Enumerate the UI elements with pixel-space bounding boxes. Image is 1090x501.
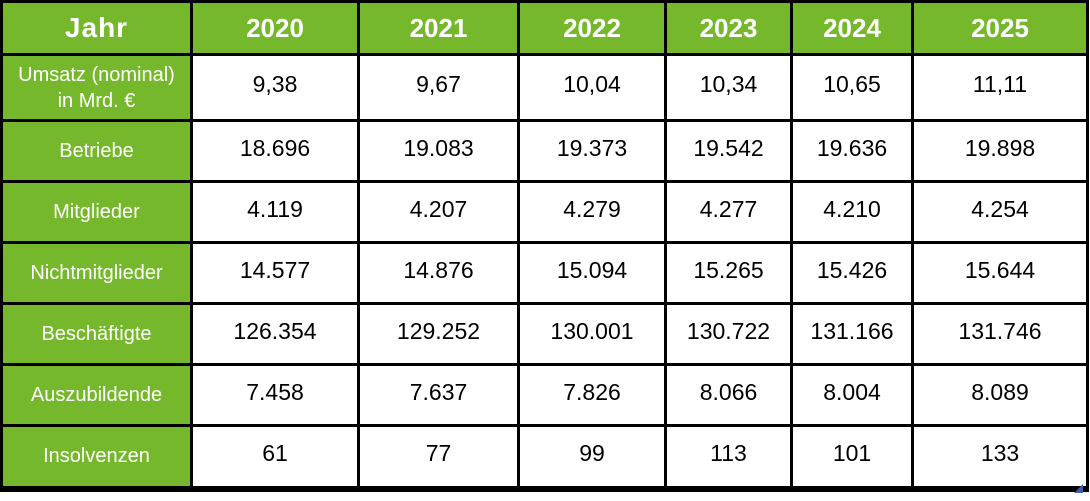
data-cell: 9,38 bbox=[190, 53, 360, 122]
data-cell: 15.094 bbox=[517, 241, 667, 305]
data-cell: 14.577 bbox=[190, 241, 360, 305]
data-cell: 19.636 bbox=[790, 119, 914, 183]
data-cell: 4.210 bbox=[790, 180, 914, 244]
data-cell: 19.373 bbox=[517, 119, 667, 183]
table-row-betriebe: Betriebe 18.696 19.083 19.373 19.542 19.… bbox=[0, 119, 1089, 183]
header-cell-2020: 2020 bbox=[190, 0, 360, 56]
header-cell-2025: 2025 bbox=[911, 0, 1089, 56]
data-cell: 4.279 bbox=[517, 180, 667, 244]
data-cell: 15.644 bbox=[911, 241, 1089, 305]
data-cell: 4.119 bbox=[190, 180, 360, 244]
data-cell: 61 bbox=[190, 424, 360, 490]
table-resize-handle-icon bbox=[1074, 484, 1083, 493]
row-label-betriebe: Betriebe bbox=[0, 119, 193, 183]
data-cell: 7.826 bbox=[517, 363, 667, 427]
data-cell: 7.637 bbox=[357, 363, 520, 427]
data-cell: 130.001 bbox=[517, 302, 667, 366]
header-cell-2022: 2022 bbox=[517, 0, 667, 56]
table-row-insolvenzen: Insolvenzen 61 77 99 113 101 133 bbox=[0, 424, 1089, 490]
data-cell: 4.207 bbox=[357, 180, 520, 244]
data-cell: 18.696 bbox=[190, 119, 360, 183]
data-cell: 129.252 bbox=[357, 302, 520, 366]
table-row-umsatz: Umsatz (nominal) in Mrd. € 9,38 9,67 10,… bbox=[0, 53, 1089, 122]
table-row-auszubildende: Auszubildende 7.458 7.637 7.826 8.066 8.… bbox=[0, 363, 1089, 427]
table-row-nichtmitglieder: Nichtmitglieder 14.577 14.876 15.094 15.… bbox=[0, 241, 1089, 305]
data-cell: 9,67 bbox=[357, 53, 520, 122]
data-cell: 11,11 bbox=[911, 53, 1089, 122]
data-cell: 8.089 bbox=[911, 363, 1089, 427]
row-label-beschaeftigte: Beschäftigte bbox=[0, 302, 193, 366]
data-cell: 8.066 bbox=[664, 363, 793, 427]
row-label-insolvenzen: Insolvenzen bbox=[0, 424, 193, 490]
row-label-umsatz: Umsatz (nominal) in Mrd. € bbox=[0, 53, 193, 122]
data-cell: 19.542 bbox=[664, 119, 793, 183]
data-cell: 10,65 bbox=[790, 53, 914, 122]
row-label-auszubildende: Auszubildende bbox=[0, 363, 193, 427]
data-cell: 7.458 bbox=[190, 363, 360, 427]
data-cell: 131.746 bbox=[911, 302, 1089, 366]
header-cell-2021: 2021 bbox=[357, 0, 520, 56]
header-cell-2023: 2023 bbox=[664, 0, 793, 56]
data-cell: 14.876 bbox=[357, 241, 520, 305]
data-cell: 130.722 bbox=[664, 302, 793, 366]
data-cell: 131.166 bbox=[790, 302, 914, 366]
data-cell: 15.426 bbox=[790, 241, 914, 305]
data-cell: 133 bbox=[911, 424, 1089, 490]
table-row-mitglieder: Mitglieder 4.119 4.207 4.279 4.277 4.210… bbox=[0, 180, 1089, 244]
row-label-nichtmitglieder: Nichtmitglieder bbox=[0, 241, 193, 305]
data-cell: 113 bbox=[664, 424, 793, 490]
data-cell: 10,04 bbox=[517, 53, 667, 122]
row-label-mitglieder: Mitglieder bbox=[0, 180, 193, 244]
data-cell: 126.354 bbox=[190, 302, 360, 366]
data-cell: 99 bbox=[517, 424, 667, 490]
data-cell: 4.277 bbox=[664, 180, 793, 244]
data-cell: 10,34 bbox=[664, 53, 793, 122]
data-cell: 77 bbox=[357, 424, 520, 490]
header-row: Jahr 2020 2021 2022 2023 2024 2025 bbox=[0, 0, 1089, 56]
data-cell: 4.254 bbox=[911, 180, 1089, 244]
data-cell: 101 bbox=[790, 424, 914, 490]
data-cell: 15.265 bbox=[664, 241, 793, 305]
data-cell: 19.898 bbox=[911, 119, 1089, 183]
data-cell: 19.083 bbox=[357, 119, 520, 183]
data-cell: 8.004 bbox=[790, 363, 914, 427]
header-cell-jahr: Jahr bbox=[0, 0, 193, 56]
header-cell-2024: 2024 bbox=[790, 0, 914, 56]
table-row-beschaeftigte: Beschäftigte 126.354 129.252 130.001 130… bbox=[0, 302, 1089, 366]
